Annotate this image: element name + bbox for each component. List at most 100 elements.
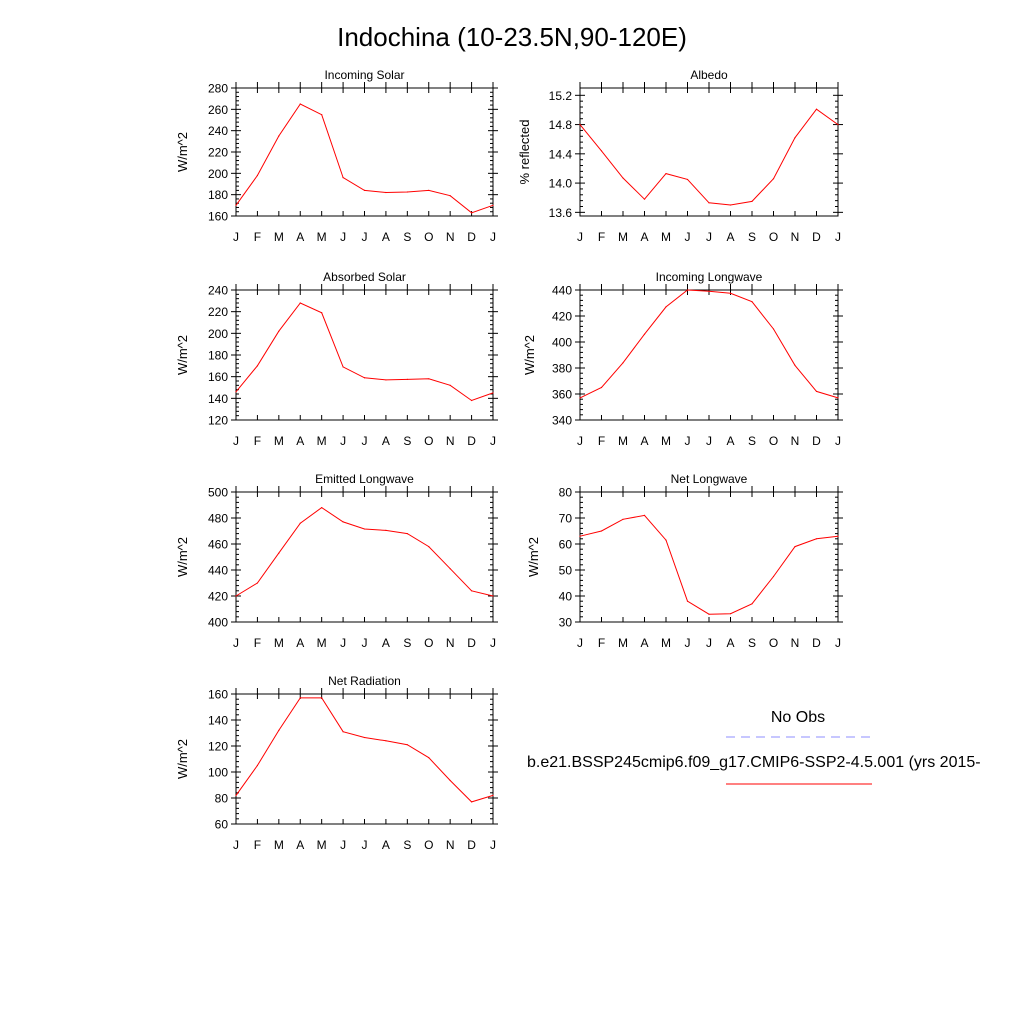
- x-tick-label: S: [748, 434, 756, 448]
- data-point: [686, 600, 689, 602]
- data-point: [729, 204, 732, 206]
- data-point: [428, 189, 430, 191]
- data-point: [751, 200, 753, 202]
- series-line-model: [235, 103, 494, 214]
- x-tick-label: J: [835, 230, 841, 244]
- data-point: [321, 507, 323, 509]
- x-tick-label: A: [726, 434, 734, 448]
- data-point: [492, 595, 494, 597]
- x-tick-label: M: [661, 230, 671, 244]
- y-tick-label: 440: [208, 564, 228, 578]
- x-tick-label: O: [769, 434, 778, 448]
- plot-frame: [579, 289, 839, 421]
- x-tick-label: S: [748, 230, 756, 244]
- x-tick-label: D: [812, 434, 821, 448]
- data-point: [665, 172, 667, 175]
- y-axis-label: W/m^2: [522, 335, 537, 375]
- data-point: [278, 330, 280, 332]
- y-tick-label: 420: [552, 310, 572, 324]
- x-tick-label: S: [403, 636, 411, 650]
- y-tick-label: 360: [552, 388, 572, 402]
- x-tick-label: N: [446, 636, 455, 650]
- x-tick-label: A: [296, 838, 304, 852]
- y-tick-label: 440: [552, 284, 572, 298]
- data-point: [406, 378, 408, 380]
- x-tick-label: M: [274, 838, 284, 852]
- x-tick-label: A: [382, 838, 390, 852]
- x-tick-label: A: [640, 636, 648, 650]
- x-tick-label: J: [577, 230, 583, 244]
- data-point: [363, 528, 366, 530]
- data-point: [643, 333, 646, 335]
- y-tick-label: 120: [208, 414, 228, 428]
- data-point: [256, 582, 259, 584]
- data-point: [837, 397, 839, 399]
- plot-frame: [235, 693, 494, 825]
- plot-frame: [235, 491, 494, 623]
- x-tick-label: J: [340, 230, 346, 244]
- x-tick-label: S: [403, 434, 411, 448]
- x-tick-label: D: [467, 636, 476, 650]
- x-tick-label: N: [791, 434, 800, 448]
- x-tick-label: A: [296, 636, 304, 650]
- x-tick-label: J: [233, 230, 239, 244]
- x-tick-label: A: [726, 230, 734, 244]
- x-tick-label: O: [424, 230, 433, 244]
- y-tick-label: 50: [559, 564, 573, 578]
- series-line-model: [235, 302, 494, 402]
- x-tick-label: A: [296, 434, 304, 448]
- y-tick-label: 400: [552, 336, 572, 350]
- data-point: [363, 189, 366, 191]
- y-tick-label: 160: [208, 688, 228, 702]
- x-tick-label: N: [791, 230, 800, 244]
- y-tick-label: 14.4: [549, 147, 573, 161]
- y-axis-label: % reflected: [517, 119, 532, 184]
- x-tick-label: J: [340, 434, 346, 448]
- data-point: [299, 697, 301, 699]
- data-point: [579, 397, 581, 399]
- y-axis-label: W/m^2: [175, 335, 190, 375]
- x-tick-label: N: [446, 838, 455, 852]
- x-tick-label: A: [640, 434, 648, 448]
- x-tick-label: O: [424, 434, 433, 448]
- data-point: [235, 794, 237, 797]
- data-point: [235, 391, 237, 393]
- x-tick-label: O: [424, 636, 433, 650]
- data-point: [278, 135, 280, 137]
- y-tick-label: 280: [208, 82, 228, 96]
- data-point: [729, 292, 732, 294]
- x-tick-label: J: [490, 230, 496, 244]
- x-tick-label: F: [598, 230, 605, 244]
- y-tick-label: 220: [208, 146, 228, 160]
- data-point: [794, 546, 796, 548]
- data-point: [579, 535, 581, 537]
- data-point: [794, 137, 796, 139]
- data-point: [622, 177, 624, 179]
- data-point: [751, 301, 753, 303]
- data-point: [256, 764, 259, 767]
- x-tick-label: A: [382, 230, 390, 244]
- page-title: Indochina (10-23.5N,90-120E): [337, 22, 687, 52]
- data-point: [815, 538, 818, 540]
- x-tick-label: O: [424, 838, 433, 852]
- legend-model-label: b.e21.BSSP245cmip6.f09_g17.CMIP6-SSP2-4.…: [527, 754, 981, 771]
- x-tick-label: J: [706, 434, 712, 448]
- data-point: [837, 123, 839, 126]
- data-point: [815, 108, 818, 110]
- y-tick-label: 180: [208, 188, 228, 202]
- plot-frame: [579, 87, 839, 217]
- series-line-model: [579, 514, 839, 615]
- x-tick-label: J: [362, 434, 368, 448]
- y-tick-label: 160: [208, 370, 228, 384]
- y-tick-label: 60: [215, 818, 229, 832]
- panel-title: Incoming Solar: [324, 68, 404, 82]
- plot-frame: [235, 289, 494, 421]
- y-tick-label: 260: [208, 103, 228, 117]
- data-point: [235, 595, 237, 597]
- data-point: [643, 198, 646, 200]
- x-tick-label: M: [317, 230, 327, 244]
- x-tick-label: D: [812, 230, 821, 244]
- x-tick-label: D: [467, 838, 476, 852]
- y-tick-label: 120: [208, 740, 228, 754]
- data-point: [470, 801, 473, 803]
